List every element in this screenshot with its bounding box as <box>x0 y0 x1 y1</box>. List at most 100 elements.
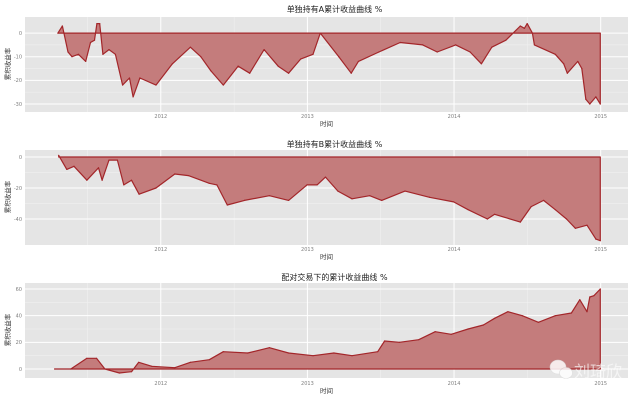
data-point <box>566 72 568 74</box>
wechat-icon-bubble <box>559 367 573 379</box>
data-point <box>132 96 134 98</box>
data-point <box>263 49 265 51</box>
y-tick-label: 0 <box>19 31 22 37</box>
data-point <box>200 56 202 58</box>
y-tick-label: -30 <box>14 102 22 108</box>
data-point <box>128 77 131 79</box>
y-axis-label: 累积收益率 <box>3 313 12 346</box>
data-point <box>453 201 455 203</box>
x-axis-label: 时间 <box>320 252 333 261</box>
data-point <box>97 167 100 169</box>
data-point <box>93 39 96 41</box>
data-point <box>70 368 72 370</box>
data-point <box>593 295 595 297</box>
data-point <box>243 199 246 201</box>
data-point <box>581 67 583 70</box>
watermark: 刘琦欣 <box>549 359 622 381</box>
data-point <box>319 32 321 34</box>
data-point <box>480 63 482 65</box>
data-point <box>86 179 88 181</box>
data-point <box>101 179 103 181</box>
data-point <box>599 288 601 290</box>
data-point <box>574 227 576 229</box>
data-point <box>586 311 588 313</box>
data-point <box>585 98 587 100</box>
y-tick-label: 0 <box>19 367 22 373</box>
data-point <box>491 46 493 48</box>
data-point <box>151 365 153 367</box>
data-point <box>422 44 424 46</box>
data-point <box>467 209 469 211</box>
x-axis-label: 时间 <box>320 119 333 128</box>
data-point <box>118 372 121 374</box>
data-point <box>418 339 420 341</box>
data-point <box>222 351 224 353</box>
data-point <box>108 49 110 51</box>
data-point <box>383 340 386 342</box>
x-axis-label: 时间 <box>320 386 333 395</box>
data-point <box>89 41 92 44</box>
data-point <box>523 27 525 29</box>
x-tick-label: 2013 <box>301 247 314 253</box>
data-point <box>189 46 192 48</box>
data-point <box>222 84 224 86</box>
x-tick-label: 2013 <box>301 114 314 120</box>
x-tick-label: 2013 <box>301 381 314 387</box>
y-tick-label: -10 <box>14 55 22 61</box>
data-point <box>350 72 352 74</box>
chart-panel-3: 0 20 40 60 2012 2013 2014 2015 配对交易下的累计收益曲线 % 时间 累… <box>3 272 628 395</box>
data-point <box>306 184 308 186</box>
data-point <box>577 60 579 63</box>
data-point <box>519 221 521 223</box>
data-point <box>467 328 469 330</box>
data-point <box>99 23 101 25</box>
data-point <box>61 25 63 27</box>
data-point <box>469 51 471 53</box>
data-point <box>268 347 270 349</box>
data-point <box>249 72 251 74</box>
data-point <box>554 315 556 317</box>
data-point <box>436 51 438 53</box>
data-point <box>531 32 533 34</box>
y-tick-label: 20 <box>16 340 22 346</box>
chart-title: 单独持有A累计收益曲线 % <box>287 4 383 14</box>
data-point <box>565 218 568 220</box>
data-point <box>54 368 56 370</box>
data-point <box>563 63 565 65</box>
data-point <box>247 352 249 354</box>
data-point <box>77 53 80 55</box>
data-point <box>589 296 591 298</box>
data-point <box>174 173 176 175</box>
data-point <box>351 198 353 200</box>
data-point <box>122 84 124 86</box>
data-point <box>171 63 174 65</box>
data-point <box>586 224 588 226</box>
data-point <box>599 240 601 242</box>
data-point <box>333 352 335 354</box>
data-point <box>530 205 532 208</box>
data-point <box>287 352 290 354</box>
data-point <box>237 65 239 67</box>
data-point <box>486 218 488 220</box>
data-point <box>543 199 545 201</box>
y-axis-label: 累积收益率 <box>3 47 12 80</box>
chart-panel-2: -40 -20 0 2012 2013 2014 2015 单独持有B累计收益曲线 % 时间 累积… <box>3 139 628 261</box>
x-tick-label: 2012 <box>154 114 167 120</box>
chart-title: 单独持有B累计收益曲线 % <box>287 139 383 149</box>
y-tick-label: 40 <box>16 313 22 319</box>
data-point <box>96 23 98 25</box>
data-point <box>599 103 601 105</box>
data-point <box>86 357 88 359</box>
data-point <box>357 60 360 63</box>
data-point <box>138 361 140 363</box>
data-point <box>208 182 210 184</box>
data-point <box>287 72 290 74</box>
data-point <box>404 190 406 192</box>
data-point <box>130 179 133 181</box>
data-point <box>67 51 69 53</box>
data-point <box>595 96 597 98</box>
data-point <box>338 56 340 58</box>
data-point <box>378 51 380 53</box>
data-point <box>351 355 353 357</box>
